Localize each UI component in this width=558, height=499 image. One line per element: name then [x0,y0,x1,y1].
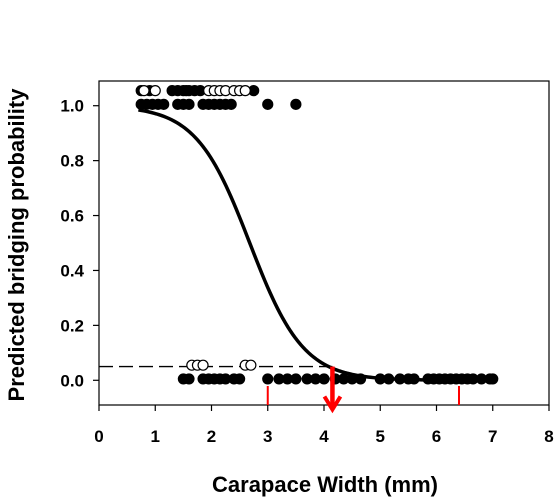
logistic-curve [138,108,448,382]
x-axis-title: Carapace Width (mm) [212,472,438,497]
y-tick-label: 0.0 [60,371,84,390]
x-tick-label: 7 [488,427,497,446]
x-tick-label: 8 [544,427,553,446]
filled-data-point [158,98,170,110]
x-tick-label: 1 [151,427,160,446]
open-data-point [197,359,209,371]
open-data-point [138,85,150,97]
threshold-arrow-head [322,395,343,414]
x-tick-label: 5 [376,427,385,446]
filled-data-point [183,98,195,110]
filled-data-point [408,373,420,385]
filled-data-point [487,373,499,385]
filled-data-point [262,373,274,385]
filled-data-point [225,98,237,110]
filled-data-point [290,373,302,385]
x-tick-label: 3 [263,427,272,446]
filled-data-point [318,373,330,385]
x-tick-label: 4 [319,427,329,446]
x-tick-label: 6 [432,427,441,446]
filled-data-point [354,373,367,385]
y-tick-label: 0.2 [60,316,84,335]
x-tick-label: 0 [94,427,103,446]
x-tick-label: 2 [207,427,216,446]
y-tick-label: 0.8 [60,152,84,171]
filled-data-point [290,98,302,110]
y-axis-title: Predicted bridging probability [4,88,29,402]
filled-data-point [234,373,246,385]
filled-data-point [262,98,274,110]
plot-frame [98,80,550,406]
open-data-point [149,85,161,97]
y-tick-label: 0.4 [60,261,84,280]
y-tick-label: 0.6 [60,207,84,226]
filled-data-point [183,373,195,385]
filled-data-point [383,373,395,385]
y-tick-label: 1.0 [60,97,84,116]
open-data-point [239,85,251,97]
open-data-point [245,359,257,371]
